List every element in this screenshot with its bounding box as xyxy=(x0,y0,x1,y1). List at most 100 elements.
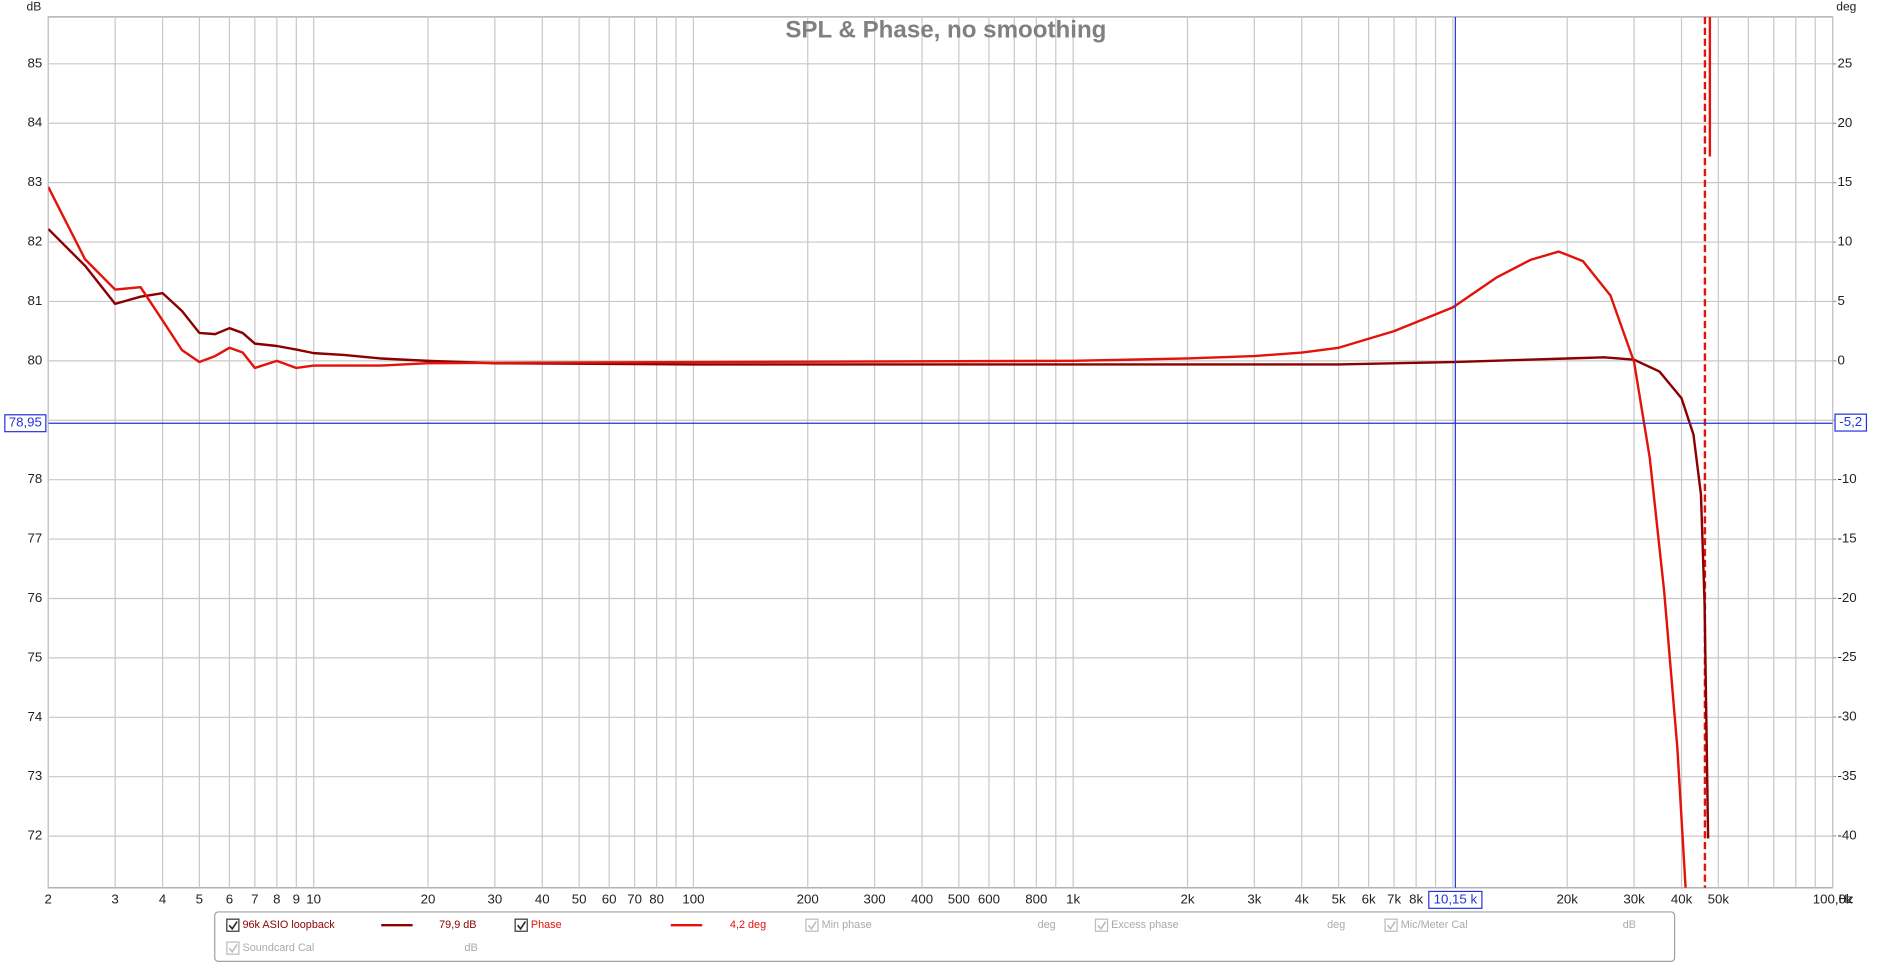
x-tick-label: 10 xyxy=(306,891,321,906)
y2-tick-label: -20 xyxy=(1837,590,1856,605)
checkmark xyxy=(807,921,817,931)
y2-tick-label: 15 xyxy=(1837,174,1852,189)
plot-marks xyxy=(48,16,1833,888)
y-tick-label: 77 xyxy=(27,531,42,546)
y2-tick-label: -40 xyxy=(1837,827,1856,842)
y-tick-label: 81 xyxy=(27,293,42,308)
x-tick-label: 50 xyxy=(572,891,587,906)
x-tick-label: 3 xyxy=(111,891,118,906)
y-tick-label: 72 xyxy=(27,828,42,843)
legend-unit: deg xyxy=(1038,919,1056,931)
x-tick-label: 40k xyxy=(1671,891,1693,906)
y-tick-label: 82 xyxy=(27,234,42,249)
checkbox[interactable] xyxy=(226,918,240,932)
y-tick-label: 75 xyxy=(27,649,42,664)
legend-label[interactable]: Excess phase xyxy=(1111,919,1179,931)
legend-unit: dB xyxy=(464,942,477,954)
x-tick-label: 30 xyxy=(487,891,502,906)
x-tick-label: 8 xyxy=(273,891,280,906)
legend-readout: 4,2 deg xyxy=(730,919,766,931)
plot-area xyxy=(47,16,1834,889)
cursor-y2-label-box xyxy=(1834,413,1868,432)
series-line xyxy=(48,228,1710,839)
x-tick-label: 80 xyxy=(649,891,664,906)
labels: 2 3 4 5 6 7 8 9 10 20 30 40 50 60 70 80 100 200 300 400 500 6… xyxy=(4,55,1868,909)
x-tick-label: 70 xyxy=(627,891,642,906)
x-tick-label: 3k xyxy=(1247,891,1261,906)
x-tick-label: 20k xyxy=(1557,891,1579,906)
series-line xyxy=(48,16,1712,888)
x-tick-label: 7k xyxy=(1387,891,1401,906)
cursor-y2-label: -5,2 xyxy=(1839,414,1862,429)
y-tick-label: 76 xyxy=(27,590,42,605)
legend: 96k ASIO loopback 79,9 dB Phase 4,2 deg Min … xyxy=(226,918,1636,955)
x-tick-label: 5 xyxy=(196,891,203,906)
checkbox[interactable] xyxy=(226,941,240,955)
legend-label[interactable]: Soundcard Cal xyxy=(243,942,315,954)
x-tick-label: 400 xyxy=(911,891,933,906)
y2-unit: deg xyxy=(1836,0,1856,13)
checkmark xyxy=(228,921,238,931)
x-tick-label: 600 xyxy=(978,891,1000,906)
checkbox[interactable] xyxy=(1094,918,1109,932)
x-tick-label: 1k xyxy=(1066,891,1080,906)
y2-tick-label: 0 xyxy=(1837,352,1844,367)
y2-tick-label: 10 xyxy=(1837,234,1852,249)
x-tick-label: 4 xyxy=(159,891,166,906)
y2-tick-label: -30 xyxy=(1837,709,1856,724)
y2-tick-label: -10 xyxy=(1837,471,1856,486)
y2-tick-label: -25 xyxy=(1837,649,1856,664)
y-unit: dB xyxy=(27,0,42,13)
x-tick-label: 40 xyxy=(535,891,550,906)
legend-unit: dB xyxy=(1623,919,1636,931)
cursor-x-label-box xyxy=(1428,890,1483,909)
checkmark xyxy=(516,921,527,931)
x-tick-label: 30k xyxy=(1623,891,1645,906)
cursor-y-label-box xyxy=(4,414,47,433)
x-tick-label: 7 xyxy=(251,891,258,906)
cursor-y-label: 78,95 xyxy=(9,415,42,430)
y2-tick-label: 5 xyxy=(1837,293,1844,308)
x-tick-label: 300 xyxy=(864,891,886,906)
legend-readout: 79,9 dB xyxy=(439,919,476,931)
x-tick-label: 20 xyxy=(421,891,436,906)
y-tick-label: 80 xyxy=(27,352,42,367)
y2-tick-label: -15 xyxy=(1837,530,1856,545)
legend-panel xyxy=(214,911,1676,962)
checkmark xyxy=(228,944,238,954)
legend-label[interactable]: Phase xyxy=(531,919,562,931)
x-tick-label: 60 xyxy=(602,891,617,906)
y-tick-label: 84 xyxy=(27,115,42,130)
x-tick-label: 100 xyxy=(682,891,704,906)
x-tick-label: 5k xyxy=(1332,891,1346,906)
cursor-x-label: 10,15 k xyxy=(1434,891,1478,906)
y-tick-label: 85 xyxy=(27,55,42,70)
y-tick-label: 83 xyxy=(27,174,42,189)
x-tick-label: 6 xyxy=(226,891,233,906)
x-tick-label: 800 xyxy=(1025,891,1047,906)
legend-label[interactable]: Mic/Meter Cal xyxy=(1401,919,1468,931)
y-tick-label: 73 xyxy=(27,768,42,783)
x-tick-label: 8k xyxy=(1409,891,1423,906)
x-tick-label: 6k xyxy=(1362,891,1376,906)
checkmark xyxy=(1386,921,1396,931)
x-tick-label: 2k xyxy=(1180,891,1194,906)
legend-unit: deg xyxy=(1327,919,1345,931)
x-unit: Hz xyxy=(1839,892,1854,906)
checkmark xyxy=(1097,921,1107,931)
legend-label[interactable]: 96k ASIO loopback xyxy=(243,919,336,931)
x-tick-label: 50k xyxy=(1708,891,1730,906)
y2-tick-label: -35 xyxy=(1837,768,1856,783)
y-tick-label: 78 xyxy=(27,471,42,486)
checkbox[interactable] xyxy=(1384,918,1398,932)
legend-label[interactable]: Min phase xyxy=(822,919,872,931)
checkbox[interactable] xyxy=(805,918,819,932)
x-tick-label: 2 xyxy=(45,891,52,906)
x-tick-label: 100,0k xyxy=(1813,891,1853,906)
y-tick-label: 74 xyxy=(27,709,42,724)
checkbox[interactable] xyxy=(514,918,528,932)
y2-tick-label: 20 xyxy=(1837,115,1852,130)
y2-tick-label: 25 xyxy=(1837,55,1852,70)
